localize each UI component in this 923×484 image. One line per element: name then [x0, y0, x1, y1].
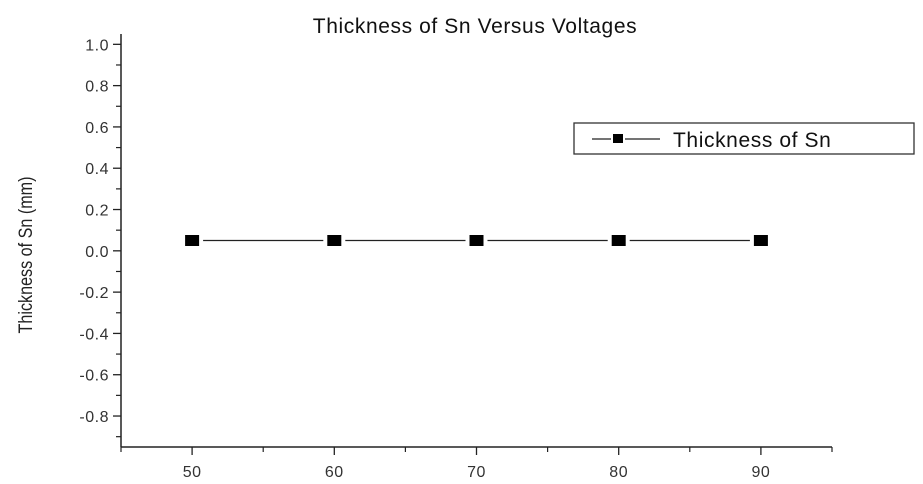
y-tick-label: -0.4: [79, 326, 109, 343]
x-tick-label: 60: [325, 464, 344, 481]
legend: Thickness of Sn: [573, 122, 915, 155]
y-tick-label: 0.6: [85, 120, 109, 137]
x-tick-label: 70: [467, 464, 486, 481]
y-tick-label: 0.0: [85, 244, 109, 261]
square-marker-icon: [185, 235, 200, 246]
x-tick-label: 50: [183, 464, 202, 481]
square-marker-icon: [611, 235, 626, 246]
chart-title: Thickness of Sn Versus Voltages: [313, 15, 637, 38]
data-series: [185, 235, 768, 246]
y-tick-label: 1.0: [85, 37, 109, 54]
y-tick-label: -0.8: [79, 409, 109, 426]
y-tick-label: 0.4: [85, 161, 109, 178]
axes: 1.0 0.8 0.6 0.4 0.2 0.0 -0.2 -0.4 -0.6 -0.8 50 60 70…: [79, 34, 833, 481]
y-tick-label: -0.2: [79, 285, 109, 302]
legend-square-marker-icon: [613, 134, 623, 143]
x-tick-label: 80: [609, 464, 628, 481]
square-marker-icon: [327, 235, 342, 246]
square-marker-icon: [753, 235, 768, 246]
y-axis-label: Thickness of Sn (mm): [15, 177, 37, 334]
y-tick-label: 0.8: [85, 79, 109, 96]
square-marker-icon: [469, 235, 484, 246]
y-tick-label: -0.6: [79, 368, 109, 385]
y-tick-label: 0.2: [85, 203, 109, 220]
legend-label: Thickness of Sn: [673, 129, 831, 152]
x-tick-label: 90: [752, 464, 771, 481]
